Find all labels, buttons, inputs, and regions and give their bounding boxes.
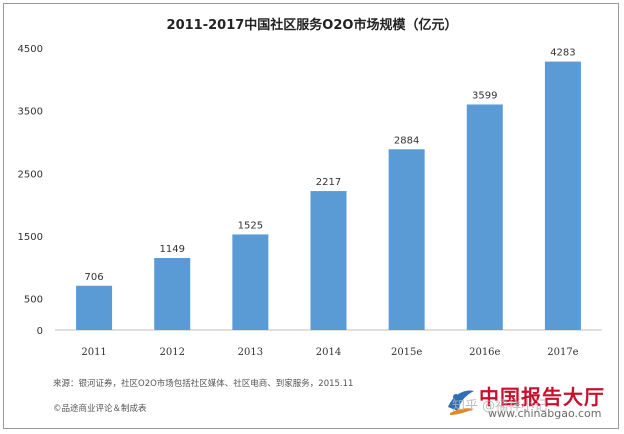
- bar: [232, 234, 269, 330]
- chart-title: 2011-2017中国社区服务O2O市场规模（亿元）: [166, 18, 458, 33]
- data-label: 3599: [472, 90, 497, 101]
- data-label: 4283: [550, 48, 575, 59]
- copyright-note: ©品途商业评论＆制成表: [53, 404, 147, 414]
- bar: [466, 104, 503, 330]
- bars: [76, 61, 581, 331]
- chinabgao-logo-icon: [448, 390, 474, 415]
- bar: [544, 61, 581, 331]
- x-tick-label: 2016e: [469, 347, 500, 358]
- watermark-name: 中国报告大厅: [479, 385, 605, 409]
- data-labels: 706 1149 1525 2217 2884 3599 4283: [85, 48, 576, 283]
- bar: [76, 285, 113, 330]
- watermark-overlay: 知乎 @福祥小记: [452, 399, 548, 414]
- watermark-url: www.chinabgao.com: [488, 407, 602, 420]
- x-tick-label: 2015e: [391, 347, 422, 358]
- x-tick-label: 2017e: [547, 347, 578, 358]
- data-label: 1525: [238, 220, 263, 231]
- data-label: 1149: [159, 244, 184, 255]
- data-label: 2217: [316, 177, 341, 188]
- data-label: 706: [85, 272, 104, 283]
- bar: [154, 257, 191, 330]
- x-tick-label: 2011: [81, 347, 106, 358]
- y-axis-ticks: 0 500 1500 2500 3500 4500: [18, 44, 43, 337]
- y-tick-label: 2500: [18, 169, 43, 180]
- y-tick-label: 500: [24, 295, 43, 306]
- x-tick-label: 2012: [159, 347, 184, 358]
- y-tick-label: 3500: [18, 107, 43, 118]
- y-tick-label: 1500: [18, 232, 43, 243]
- x-tick-label: 2014: [316, 347, 341, 358]
- y-tick-label: 0: [37, 326, 43, 337]
- x-tick-label: 2013: [238, 347, 263, 358]
- source-note: 来源：银河证券，社区O2O市场包括社区媒体、社区电商、到家服务，2015.11: [53, 379, 354, 389]
- data-label: 2884: [394, 135, 419, 146]
- y-tick-label: 4500: [18, 44, 43, 55]
- x-axis-ticks: 2011 2012 2013 2014 2015e 2016e 2017e: [81, 347, 578, 358]
- bar: [310, 191, 347, 330]
- bar: [388, 149, 425, 330]
